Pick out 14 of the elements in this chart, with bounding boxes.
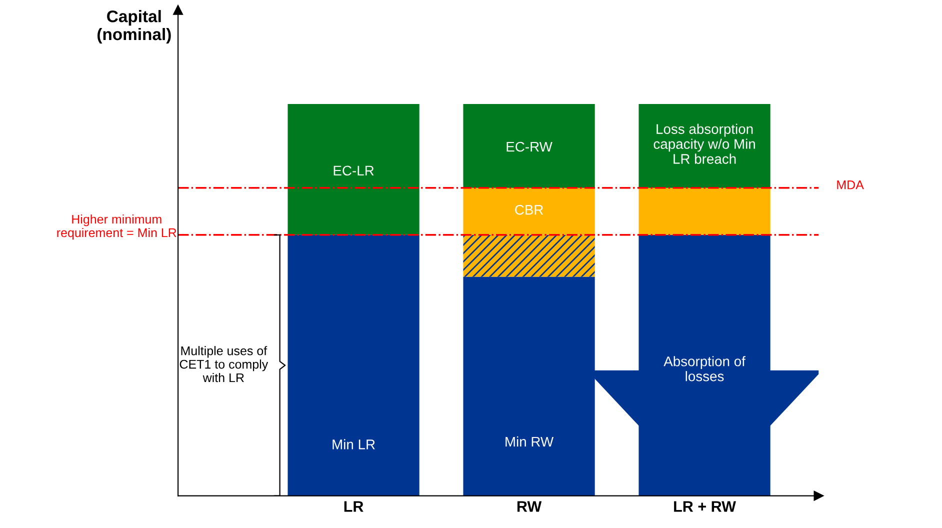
annotation: Loss absorption capacity w/o Min LR breach [654, 124, 755, 164]
annotation: Min RW [506, 436, 554, 446]
annotation: EC-LR [334, 166, 374, 176]
x-tick-label: RW [517, 501, 542, 512]
annotation: EC-RW [506, 142, 552, 152]
annotation: Min LR [332, 439, 375, 450]
x-tick-label: LR [344, 501, 364, 512]
annotation: Multiple uses of CET1 to comply with LR [180, 346, 268, 382]
ref-line-label: Higher minimum requirement = Min LR [57, 214, 176, 240]
x-tick-label: LR + RW [674, 501, 736, 512]
y-axis-title: Capital (nominal) [98, 10, 171, 44]
annotation: CBR [515, 204, 544, 215]
ref-line-label: MDA [837, 180, 864, 190]
annotation: Absorption of losses [664, 356, 746, 382]
